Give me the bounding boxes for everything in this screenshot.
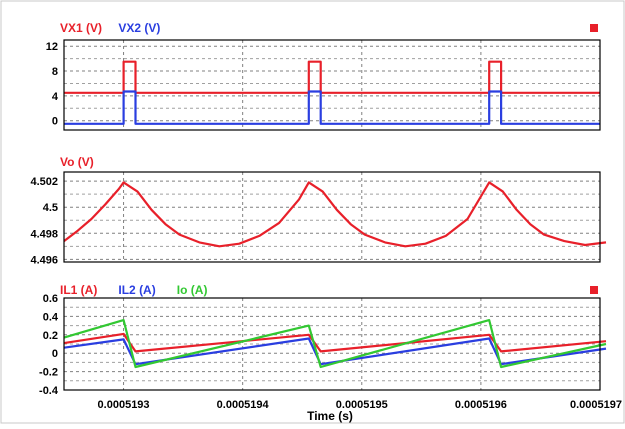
- legend-entry: Vo (V): [60, 155, 94, 169]
- legend-entry: Io (A): [177, 283, 208, 297]
- legend-marker-square: [590, 286, 598, 294]
- legend-marker-square: [590, 24, 598, 32]
- y-tick-label: 12: [46, 41, 58, 53]
- y-tick-label: 4.502: [30, 176, 58, 188]
- series-line-io-a: [63, 319, 607, 369]
- legend-entry: IL2 (A): [118, 283, 155, 297]
- x-tick-label: 0.0005195: [336, 399, 388, 411]
- x-tick-label: 0.0005197: [570, 399, 622, 411]
- plot-area-2: [64, 172, 600, 262]
- legend-entry: IL1 (A): [60, 283, 97, 297]
- y-tick-label: 0.6: [43, 293, 58, 305]
- y-tick-label: 0: [52, 348, 58, 360]
- y-tick-label: 4: [52, 91, 59, 103]
- plot-border-2: [63, 171, 601, 263]
- x-tick-label: 0.0005196: [455, 399, 507, 411]
- y-tick-label: -0.2: [39, 367, 58, 379]
- x-tick-label: 0.0005193: [98, 399, 150, 411]
- y-tick-label: -0.4: [39, 385, 59, 397]
- y-tick-label: 8: [52, 66, 58, 78]
- panel-2: 4.502 4.5 4.498 4.496 Vo (V): [30, 155, 607, 266]
- legend-entry: VX2 (V): [118, 21, 160, 35]
- panel-1: 12 8 4 0 VX1 (V) VX2 (V): [46, 21, 601, 131]
- series-line-vo-v: [63, 181, 607, 248]
- y-tick-label: 0: [52, 116, 58, 128]
- series-line-vx1-v: [64, 60, 600, 94]
- x-axis-title: Time (s): [307, 409, 353, 423]
- y-tick-label: 4.496: [30, 254, 58, 266]
- plot-border-3: [63, 297, 601, 391]
- y-tick-label: 4.498: [30, 228, 58, 240]
- y-tick-label: 0.2: [43, 330, 58, 342]
- y-tick-label: 4.5: [43, 202, 58, 214]
- panel-3: 0.6 0.4 0.2 0 -0.2 -0.4 IL1 (A) IL2 (A) Io (A): [39, 283, 607, 397]
- plot-border-1: [63, 39, 601, 131]
- series-line-vx2-v: [64, 90, 600, 125]
- plot-area-1: [64, 40, 600, 130]
- y-tick-label: 0.4: [43, 311, 59, 323]
- legend-entry: VX1 (V): [60, 21, 102, 35]
- x-tick-label: 0.0005194: [217, 399, 270, 411]
